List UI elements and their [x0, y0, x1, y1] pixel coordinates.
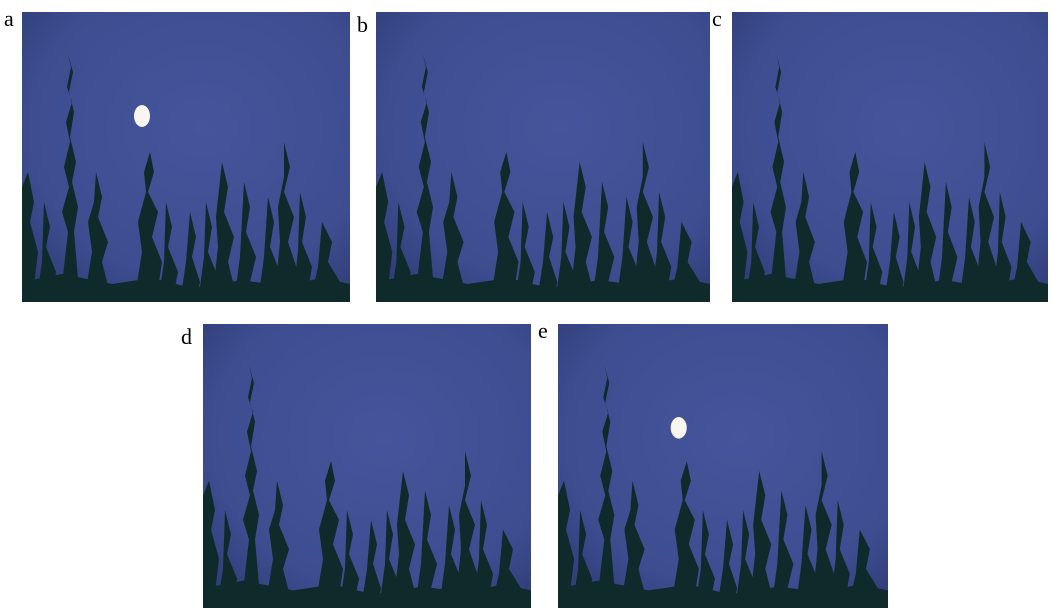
night-forest-image-c — [732, 12, 1048, 302]
night-forest-image-d — [203, 324, 531, 608]
moon-icon — [670, 417, 687, 439]
night-forest-image-e — [558, 324, 888, 608]
panel-label-c: c — [712, 6, 722, 31]
night-forest-image-a — [22, 12, 350, 302]
panel-label-b: b — [357, 12, 368, 37]
panel-label-e: e — [538, 318, 548, 343]
panel-label-d: d — [181, 324, 192, 349]
moon-icon — [134, 105, 150, 127]
night-forest-image-b — [376, 12, 710, 302]
panel-label-a: a — [4, 6, 14, 31]
